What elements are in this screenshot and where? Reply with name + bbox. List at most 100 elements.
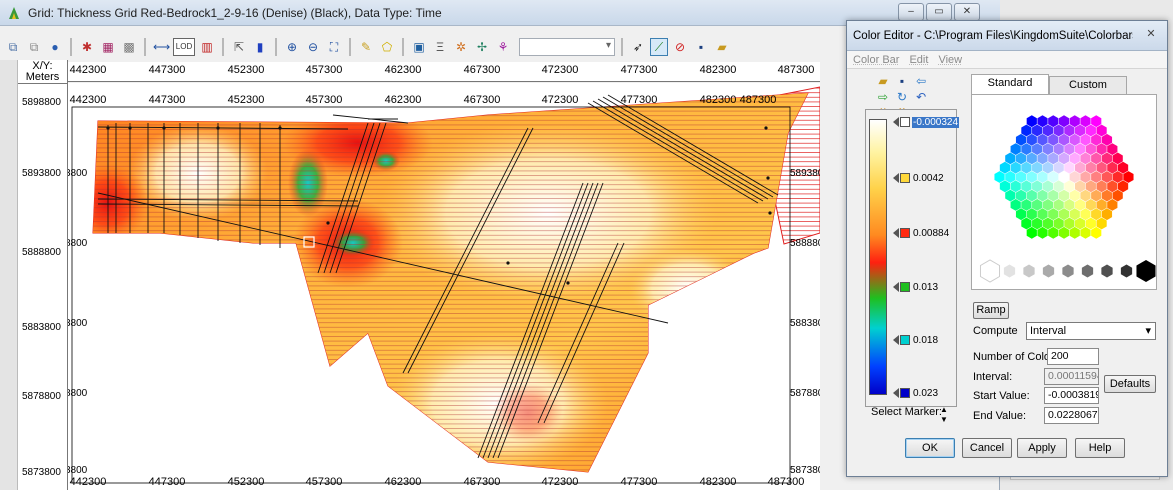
color-swatch-hex[interactable] — [1032, 180, 1043, 193]
color-swatch-hex[interactable] — [1091, 171, 1102, 183]
color-swatch-hex[interactable] — [1015, 152, 1027, 165]
num-colors-field[interactable]: 200 — [1047, 348, 1099, 365]
color-swatch-hex[interactable] — [1096, 199, 1107, 211]
line-draw-icon[interactable]: ⟋ — [650, 38, 668, 56]
close-button[interactable]: ✕ — [954, 3, 980, 21]
arrow-left-icon[interactable]: ⇦ — [916, 74, 927, 88]
color-swatch-hex[interactable] — [1005, 171, 1016, 183]
color-swatch-hex[interactable] — [1010, 161, 1021, 174]
color-swatch-hex[interactable] — [1091, 208, 1102, 221]
gray-swatch-hex[interactable] — [1023, 264, 1035, 278]
color-swatch-hex[interactable] — [1010, 180, 1021, 193]
color-swatch-hex[interactable] — [1069, 189, 1080, 202]
color-swatch-hex[interactable] — [1091, 115, 1102, 128]
color-swatch-hex[interactable] — [1042, 199, 1053, 211]
color-swatch-hex[interactable] — [1069, 226, 1080, 239]
polygon-icon[interactable]: ⬠ — [381, 40, 393, 54]
color-swatch-hex[interactable] — [1080, 208, 1091, 221]
color-swatch-hex[interactable] — [1026, 115, 1037, 128]
color-swatch-hex[interactable] — [1064, 180, 1075, 193]
color-swatch-hex[interactable] — [1015, 189, 1027, 202]
gray-swatch-hex[interactable] — [1062, 264, 1074, 278]
color-swatch-hex[interactable] — [1037, 171, 1048, 183]
rotate-icon[interactable]: ↻ — [897, 90, 908, 104]
color-swatch-hex[interactable] — [1037, 115, 1048, 128]
color-swatch-hex[interactable] — [1101, 189, 1113, 202]
ok-button[interactable]: OK — [905, 438, 955, 458]
color-swatch-hex[interactable] — [1015, 208, 1027, 221]
zoom-extent-icon[interactable]: ⛶ — [329, 40, 339, 54]
color-swatch-hex[interactable] — [1080, 226, 1091, 239]
gray-swatch-hex[interactable] — [1136, 260, 1156, 282]
grid-display-icon[interactable]: ▦ — [102, 40, 114, 54]
color-swatch-hex[interactable] — [1112, 171, 1123, 183]
color-swatch-hex[interactable] — [1096, 180, 1107, 193]
color-swatch-hex[interactable] — [1096, 143, 1107, 155]
color-swatch-hex[interactable] — [1085, 180, 1096, 193]
minimize-button[interactable]: – — [898, 3, 924, 21]
color-swatch-hex[interactable] — [1075, 199, 1086, 211]
maximize-button[interactable]: ▭ — [926, 3, 952, 21]
end-value-field[interactable]: 0.0228067 — [1044, 407, 1099, 424]
color-swatch-hex[interactable] — [1037, 152, 1048, 165]
color-swatch-hex[interactable] — [1005, 189, 1016, 202]
select-marker-spinner[interactable]: ▲ ▼ — [940, 405, 948, 424]
color-swatch-hex[interactable] — [1048, 152, 1059, 165]
color-swatch-hex[interactable] — [1015, 171, 1027, 183]
tab-standard[interactable]: Standard — [971, 74, 1049, 94]
color-swatch-hex[interactable] — [1096, 217, 1107, 230]
color-swatch-hex[interactable] — [1101, 208, 1113, 221]
color-swatch-hex[interactable] — [1075, 124, 1086, 137]
color-swatch-hex[interactable] — [1064, 124, 1075, 137]
color-swatch-hex[interactable] — [1037, 208, 1048, 221]
colorbar-marker[interactable]: 0.018 — [893, 334, 939, 346]
color-swatch-hex[interactable] — [1032, 161, 1043, 174]
color-swatch-hex[interactable] — [1075, 143, 1086, 155]
hexagon-color-picker[interactable] — [972, 95, 1156, 289]
color-swatch-hex[interactable] — [1048, 115, 1059, 128]
color-swatch-hex[interactable] — [1058, 152, 1070, 165]
color-swatch-hex[interactable] — [999, 161, 1011, 174]
gray-swatch-hex[interactable] — [979, 259, 1001, 283]
color-swatch-hex[interactable] — [1048, 226, 1059, 239]
well-symbol-icon[interactable]: ✲ — [455, 40, 467, 54]
color-swatch-hex[interactable] — [1026, 171, 1037, 183]
color-swatch-hex[interactable] — [1015, 133, 1027, 146]
color-swatch-hex[interactable] — [1032, 199, 1043, 211]
color-swatch-hex[interactable] — [1058, 171, 1070, 183]
color-swatch-hex[interactable] — [1080, 171, 1091, 183]
save-icon[interactable]: ▪ — [698, 40, 704, 54]
color-swatch-hex[interactable] — [1069, 208, 1080, 221]
color-swatch-hex[interactable] — [1048, 133, 1059, 146]
menu-color-bar[interactable]: Color Bar — [853, 53, 900, 66]
help-button[interactable]: Help — [1075, 438, 1125, 458]
color-swatch-hex[interactable] — [1123, 171, 1134, 183]
zoom-out-icon[interactable]: ⊖ — [307, 40, 319, 54]
color-swatch-hex[interactable] — [1026, 208, 1037, 221]
color-swatch-hex[interactable] — [1080, 133, 1091, 146]
color-swatch-hex[interactable] — [1021, 161, 1032, 174]
contour-icon[interactable]: ▩ — [123, 40, 135, 54]
color-swatch-hex[interactable] — [1058, 208, 1070, 221]
color-swatch-hex[interactable] — [1091, 189, 1102, 202]
paste-icon[interactable]: ⧉ — [29, 40, 39, 54]
open-folder-icon[interactable]: ▰ — [717, 40, 727, 54]
color-swatch-hex[interactable] — [1021, 199, 1032, 211]
color-swatch-hex[interactable] — [1064, 199, 1075, 211]
color-swatch-hex[interactable] — [1085, 161, 1096, 174]
color-swatch-hex[interactable] — [1032, 143, 1043, 155]
scale-icon[interactable]: ⟷ — [153, 40, 171, 54]
color-swatch-hex[interactable] — [1021, 143, 1032, 155]
color-swatch-hex[interactable] — [1042, 180, 1053, 193]
tab-custom[interactable]: Custom — [1049, 76, 1127, 94]
crosshair-icon[interactable]: ✢ — [476, 40, 488, 54]
color-swatch-hex[interactable] — [1042, 143, 1053, 155]
color-swatch-hex[interactable] — [1005, 152, 1016, 165]
grid-icon[interactable]: ▥ — [201, 40, 213, 54]
gray-swatch-hex[interactable] — [1120, 264, 1133, 278]
colorbar-marker[interactable]: 0.0042 — [893, 172, 945, 184]
color-swatch-hex[interactable] — [1080, 115, 1091, 128]
color-swatch-hex[interactable] — [1042, 161, 1053, 174]
color-swatch-hex[interactable] — [1021, 124, 1032, 137]
color-swatch-hex[interactable] — [1021, 217, 1032, 230]
